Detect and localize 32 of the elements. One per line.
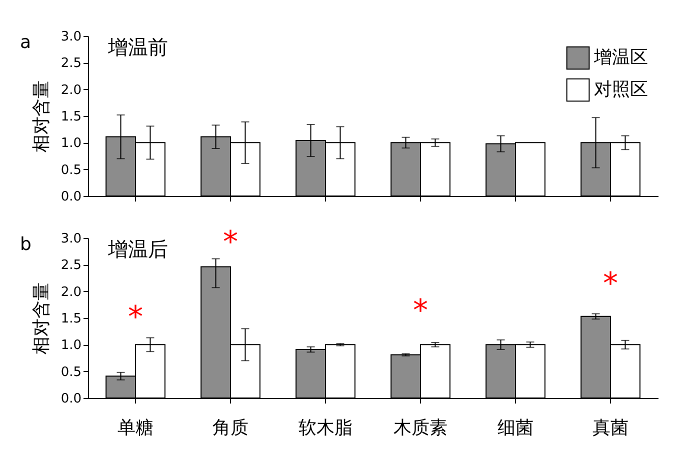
y-tick-label: 3.0 — [60, 30, 82, 44]
y-tick-label: 2.0 — [60, 284, 82, 300]
annotation: * — [128, 300, 143, 335]
y-tick-label: 0.5 — [60, 364, 82, 380]
x-tick-label: 角质 — [212, 418, 248, 438]
y-tick-label: 0.0 — [60, 392, 82, 406]
y-tick-label: 1.5 — [60, 110, 82, 124]
annotation: * — [223, 224, 238, 260]
x-tick-label: 木质素 — [394, 418, 448, 438]
text: b — [20, 234, 32, 255]
x-tick-label: 单糖 — [118, 418, 154, 438]
y-tick-label: 0.5 — [60, 162, 82, 178]
chart-title: 增温前 — [107, 35, 168, 59]
annotation: * — [413, 294, 428, 329]
y-tick-label: 1.5 — [60, 312, 82, 326]
y-tick-label: 2.0 — [60, 82, 82, 98]
y-tick-label: 1.0 — [60, 136, 82, 152]
y-axis-title: 相对含量 — [30, 80, 52, 152]
y-tick-label: 2.5 — [60, 258, 82, 274]
legend-label: 增温区 — [593, 47, 648, 68]
x-tick-label: 细菌 — [498, 418, 534, 438]
x-tick-label: 真菌 — [592, 418, 628, 438]
legend-label: 对照区 — [594, 79, 648, 100]
y-axis-title: 相对含量 — [30, 282, 52, 354]
chart-title: 增温后 — [107, 237, 168, 261]
x-tick-label: 软木脂 — [298, 418, 352, 438]
y-tick-label: 1.0 — [60, 338, 82, 354]
text: a — [20, 32, 32, 53]
y-tick-label: 0.0 — [60, 190, 82, 204]
y-tick-label: 2.5 — [60, 56, 82, 72]
y-tick-label: 3.0 — [60, 232, 82, 246]
annotation: * — [603, 266, 618, 302]
